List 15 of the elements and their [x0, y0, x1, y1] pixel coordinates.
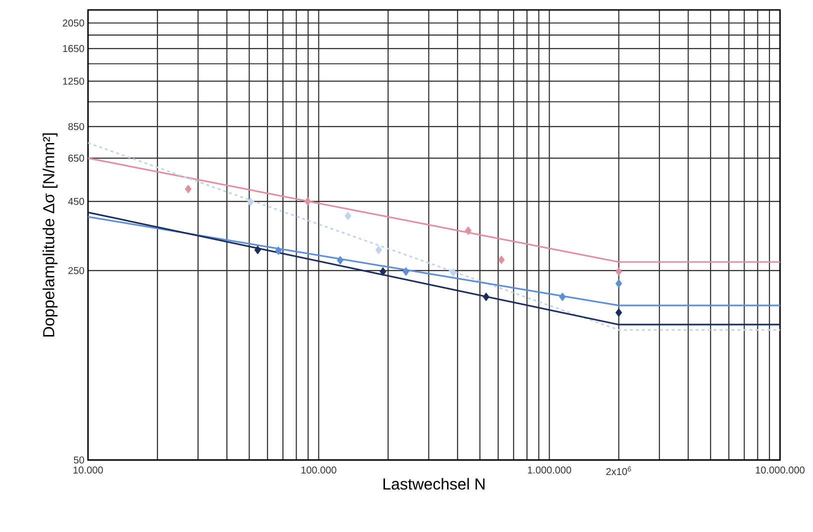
y-tick-label: 1650: [63, 45, 84, 52]
y-tick-label: 650: [68, 154, 84, 162]
x-axis-title: Lastwechsel N: [383, 478, 485, 490]
x-tick-label: 10.000.000: [756, 466, 805, 474]
y-tick-label: 850: [68, 123, 84, 130]
x-tick-label: 1.000.000: [528, 466, 572, 474]
y-tick-label: 450: [68, 198, 84, 205]
y-tick-label: 2050: [62, 19, 84, 27]
y-tick-label: 50: [74, 456, 84, 464]
y-tick-label: 1250: [63, 78, 84, 85]
x-tick-label: 2x10$^{6}$: [606, 466, 631, 476]
x-tick-label: 100.000: [301, 466, 336, 474]
y-axis-title: Doppelamplitude Δσ [N/mm²]: [42, 133, 58, 336]
x-tick-label: 10.000: [74, 466, 103, 474]
y-tick-label: 250: [68, 267, 84, 274]
